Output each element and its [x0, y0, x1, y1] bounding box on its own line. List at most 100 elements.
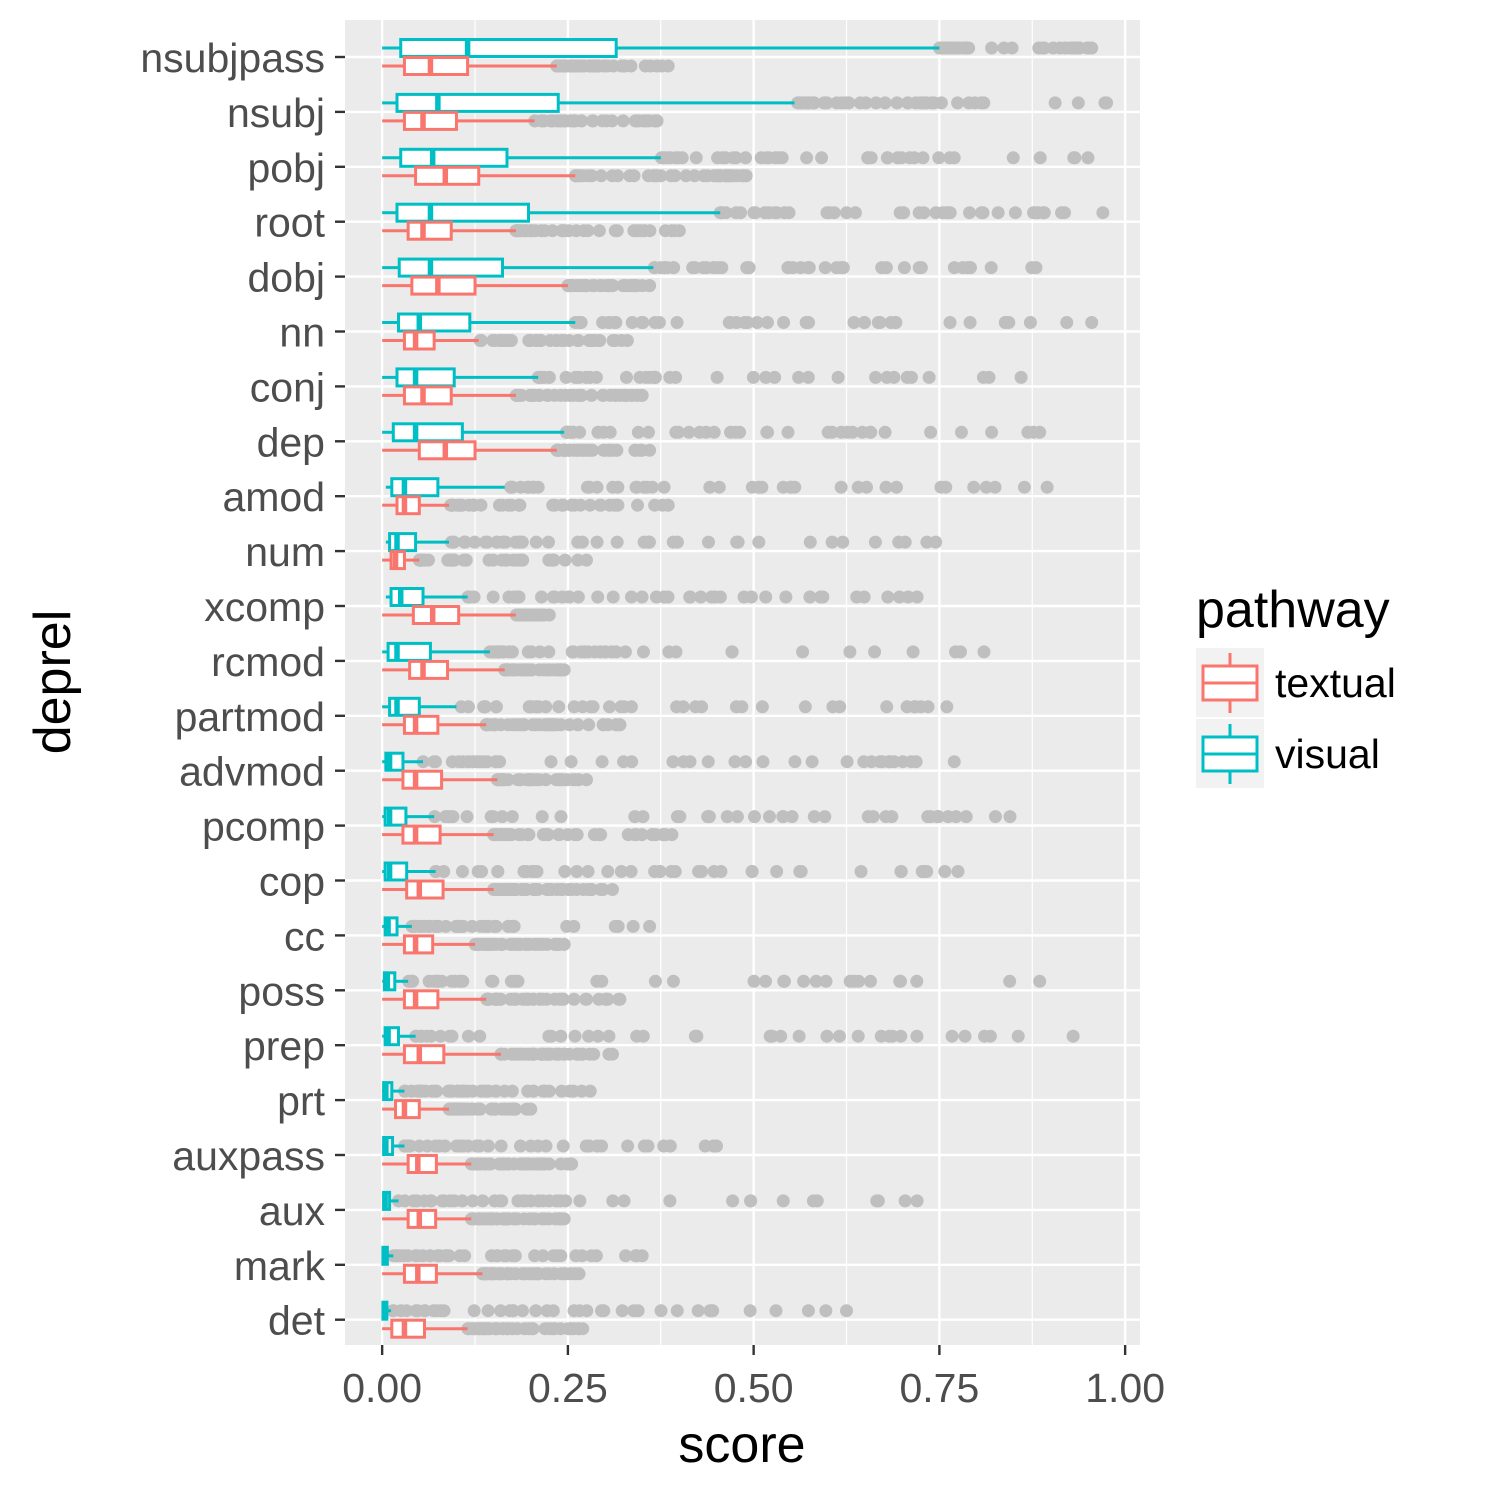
- outlier-point: [558, 553, 572, 567]
- outlier-point: [499, 828, 513, 842]
- outlier-point: [1040, 480, 1054, 494]
- outlier-point: [850, 590, 864, 604]
- outlier-point: [542, 1194, 556, 1208]
- outlier-point: [938, 865, 952, 878]
- outlier-point: [559, 114, 573, 128]
- y-tick-label: poss: [238, 968, 325, 1014]
- outlier-point: [731, 535, 745, 549]
- outlier-point: [733, 425, 747, 439]
- outlier-point: [740, 261, 754, 275]
- outlier-point: [752, 535, 766, 549]
- outlier-point: [883, 755, 897, 769]
- outlier-point: [857, 316, 871, 329]
- outlier-point: [591, 590, 605, 604]
- outlier-point: [962, 41, 976, 55]
- outlier-point: [556, 1139, 570, 1153]
- outlier-point: [603, 425, 617, 439]
- outlier-point: [546, 1304, 560, 1318]
- x-tick-label: 0.25: [528, 1365, 608, 1411]
- outlier-point: [569, 1249, 583, 1263]
- outlier-point: [507, 1047, 521, 1061]
- outlier-point: [506, 1322, 520, 1336]
- outlier-point: [794, 865, 808, 878]
- outlier-point: [544, 755, 558, 769]
- outlier-point: [1014, 370, 1028, 384]
- outlier-point: [747, 974, 761, 988]
- outlier-point: [689, 700, 703, 714]
- outlier-point: [871, 316, 885, 329]
- outlier-point: [912, 261, 926, 275]
- outlier-point: [683, 590, 697, 604]
- outlier-point: [846, 425, 860, 439]
- outlier-point: [515, 608, 529, 622]
- outlier-point: [606, 480, 620, 494]
- outlier-point: [779, 590, 793, 604]
- outlier-point: [542, 1322, 556, 1336]
- outlier-point: [967, 480, 981, 494]
- outlier-point: [411, 1249, 425, 1263]
- box-visual-partmod: [388, 696, 421, 717]
- outlier-point: [404, 1084, 418, 1098]
- outlier-point: [739, 151, 753, 165]
- outlier-point: [793, 96, 807, 110]
- outlier-point: [914, 700, 928, 714]
- outlier-point: [940, 700, 954, 714]
- y-tick-label: nsubj: [227, 90, 325, 136]
- outlier-point: [466, 1084, 480, 1098]
- outlier-point: [840, 1304, 854, 1318]
- outlier-point: [1006, 151, 1020, 165]
- outlier-point: [863, 974, 877, 988]
- outlier-point: [700, 169, 714, 183]
- box-elements: [381, 38, 940, 1339]
- outlier-point: [509, 388, 523, 402]
- outlier-point: [624, 700, 638, 714]
- outlier-point: [658, 261, 672, 275]
- outlier-point: [769, 1304, 783, 1318]
- y-tick-label: rcmod: [211, 639, 325, 685]
- outlier-point: [786, 261, 800, 275]
- outlier-point: [624, 590, 638, 604]
- outlier-point: [861, 151, 875, 165]
- outlier-point: [904, 755, 918, 769]
- outlier-point: [863, 425, 877, 439]
- outlier-point: [584, 443, 598, 457]
- outlier-point: [694, 590, 708, 604]
- outlier-point: [554, 810, 568, 824]
- y-tick-label: cop: [259, 859, 325, 905]
- outlier-point: [792, 1029, 806, 1043]
- outlier-point: [412, 1139, 426, 1153]
- outlier-point: [951, 96, 965, 110]
- outlier-point: [954, 425, 968, 439]
- outlier-point: [485, 974, 499, 988]
- outlier-point: [1002, 316, 1016, 329]
- y-tick-label: num: [245, 529, 325, 575]
- outlier-point: [621, 1139, 635, 1153]
- outlier-point: [495, 553, 509, 567]
- outlier-point: [723, 425, 737, 439]
- outlier-point: [478, 535, 492, 549]
- outlier-point: [894, 151, 908, 165]
- outlier-point: [565, 498, 579, 512]
- outlier-point: [613, 388, 627, 402]
- outlier-point: [480, 718, 494, 732]
- outlier-point: [550, 1249, 564, 1263]
- outlier-point: [763, 1029, 777, 1043]
- outlier-point: [663, 1194, 677, 1208]
- outlier-point: [1096, 206, 1110, 220]
- outlier-point: [568, 114, 582, 128]
- outlier-point: [880, 700, 894, 714]
- outlier-point: [541, 535, 555, 549]
- outlier-point: [720, 810, 734, 824]
- outlier-point: [592, 224, 606, 238]
- outlier-point: [631, 498, 645, 512]
- outlier-point: [643, 919, 657, 933]
- y-tick-label: conj: [250, 364, 325, 410]
- outlier-point: [851, 1029, 865, 1043]
- outlier-point: [473, 1029, 487, 1043]
- outlier-point: [725, 645, 739, 659]
- outlier-point: [594, 169, 608, 183]
- outlier-point: [1033, 425, 1047, 439]
- outlier-point: [605, 1047, 619, 1061]
- outlier-point: [512, 498, 526, 512]
